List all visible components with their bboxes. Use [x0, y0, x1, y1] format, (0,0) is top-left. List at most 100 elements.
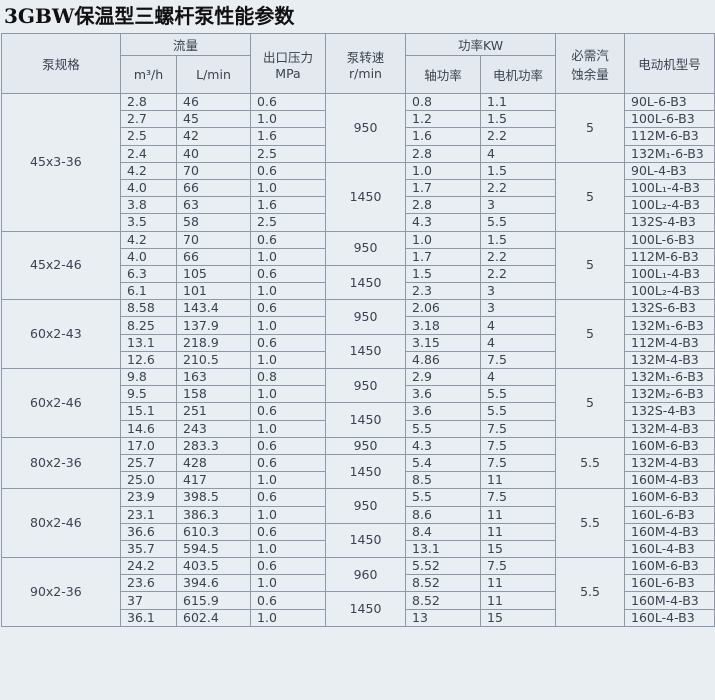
table-cell: 25.0: [120, 471, 177, 490]
table-cell: 7.5: [480, 419, 557, 438]
table-cell: 2.7: [120, 110, 177, 129]
table-cell: 0.6: [250, 230, 327, 249]
table-cell: 950: [325, 436, 407, 455]
table-cell: 950: [325, 230, 407, 266]
table-cell: 218.9: [175, 333, 252, 352]
table-row: 60x2-46 9.8 163 0.8 950 2.9 4 5 132M₁-6-B3: [1, 367, 715, 438]
table-cell: 2.2: [480, 264, 557, 284]
table-cell: 2.9: [405, 367, 482, 387]
table-cell: 403.5: [175, 557, 252, 576]
table-cell: 90L-4-B3: [624, 161, 715, 180]
table-cell: 1.6: [405, 127, 482, 146]
table-cell: 7.5: [480, 350, 557, 370]
table-cell: 15.1: [120, 402, 177, 421]
table-cell: 1.5: [480, 110, 557, 129]
table-cell: 112M-6-B3: [624, 127, 715, 146]
table-cell: 950: [325, 488, 407, 524]
table-cell: 132S-4-B3: [624, 213, 715, 232]
table-cell: 4.3: [405, 213, 482, 232]
table-cell: 594.5: [175, 539, 252, 559]
table-cell: 1.0: [250, 110, 327, 129]
table-cell: 4: [480, 367, 557, 387]
table-cell: 0.6: [250, 333, 327, 352]
table-cell: 4.0: [120, 247, 177, 266]
header-cell: 泵转速 r/min: [325, 33, 407, 94]
table-cell: 1450: [325, 402, 407, 438]
table-row: 23.1 386.3 1.0 8.6 11 160L-6-B3: [2, 505, 715, 524]
table-cell: 386.3: [175, 505, 252, 524]
table-cell: 2.5: [250, 213, 327, 232]
table-cell: 7.5: [480, 557, 557, 576]
table-row: 36.6 610.3 0.6 1450 8.4 11 160M-4-B3: [2, 522, 715, 559]
table-cell: 35.7: [120, 539, 177, 559]
table-row: 25.0 417 1.0 8.5 11 160M-4-B3: [2, 471, 715, 490]
table-cell: 90L-6-B3: [624, 92, 715, 112]
table-cell: 0.6: [250, 299, 327, 318]
table-cell: 1450: [325, 453, 407, 490]
header-line: 蚀余量: [571, 66, 609, 82]
table-cell: 5.5: [405, 488, 482, 507]
table-cell: 13.1: [120, 333, 177, 352]
table-cell: 0.6: [250, 453, 327, 473]
table-cell: 100L₂-4-B3: [624, 282, 715, 301]
header-cell: L/min: [175, 55, 252, 94]
header-cell: 必需汽 蚀余量: [555, 33, 626, 94]
table-cell: 160L-6-B3: [624, 574, 715, 593]
table-cell: 9.5: [120, 385, 177, 404]
table-cell: 42: [175, 127, 252, 146]
table-cell: 66: [175, 178, 252, 198]
table-cell: 3.5: [120, 213, 177, 232]
table-cell: 5.52: [405, 557, 482, 576]
spec-table: 泵规格 流量 出口压力 MPa 泵转速 r/min 功率KW 必需汽 蚀余量 电动机型…: [1, 33, 715, 627]
table-cell: 3.6: [405, 385, 482, 404]
table-cell: 251: [175, 402, 252, 421]
table-cell: 24.2: [120, 557, 177, 576]
table-cell: 4: [480, 316, 557, 335]
table-cell: 23.9: [120, 488, 177, 507]
table-cell: 2.2: [480, 127, 557, 146]
table-cell: 428: [175, 453, 252, 473]
table-cell: 60x2-46: [1, 368, 121, 438]
table-cell: 7.5: [480, 488, 557, 507]
table-cell: 100L₁-4-B3: [624, 178, 715, 198]
header-line: 必需汽: [571, 47, 609, 63]
table-row: 2.7 45 1.0 1.2 1.5 100L-6-B3: [2, 110, 715, 129]
table-cell: 12.6: [120, 350, 177, 370]
table-cell: 0.6: [250, 264, 327, 284]
table-cell: 417: [175, 471, 252, 490]
table-cell: 1.1: [480, 92, 557, 112]
table-row: 35.7 594.5 1.0 13.1 15 160L-4-B3: [2, 539, 715, 559]
header-cell: 流量: [119, 33, 252, 56]
table-cell: 17.0: [120, 436, 177, 455]
table-cell: 13.1: [405, 539, 482, 559]
table-cell: 1.0: [250, 282, 327, 301]
table-cell: 132M₂-6-B3: [624, 385, 715, 404]
table-cell: 132M-4-B3: [624, 419, 715, 438]
table-cell: 1.5: [480, 161, 557, 180]
table-cell: 163: [175, 367, 252, 387]
table-cell: 1.0: [250, 247, 327, 266]
table-cell: 0.6: [250, 488, 327, 507]
table-cell: 158: [175, 385, 252, 404]
table-cell: 160M-6-B3: [624, 436, 715, 455]
table-cell: 5.4: [405, 453, 482, 473]
table-cell: 112M-6-B3: [624, 247, 715, 266]
table-cell: 0.6: [250, 161, 327, 180]
table-cell: 58: [175, 213, 252, 232]
table-cell: 1450: [325, 333, 407, 370]
table-row: 45x3-36 2.8 46 0.6 950 0.8 1.1 5 90L-6-B3: [1, 92, 715, 232]
table-cell: 8.25: [120, 316, 177, 335]
table-row: 23.6 394.6 1.0 8.52 11 160L-6-B3: [2, 574, 715, 593]
table-cell: 3: [480, 196, 557, 215]
table-cell: 5.5: [555, 488, 626, 559]
table-row: 45x2-46 4.2 70 0.6 950 1.0 1.5 5 100L-6-B3: [1, 230, 715, 301]
table-cell: 137.9: [175, 316, 252, 335]
table-cell: 5: [555, 230, 626, 301]
table-cell: 132M₁-6-B3: [624, 367, 715, 387]
table-cell: 63: [175, 196, 252, 215]
table-cell: 1.6: [250, 127, 327, 146]
table-cell: 8.5: [405, 471, 482, 490]
header-line: r/min: [349, 65, 382, 81]
table-cell: 80x2-46: [1, 488, 121, 559]
table-cell: 11: [480, 574, 557, 593]
